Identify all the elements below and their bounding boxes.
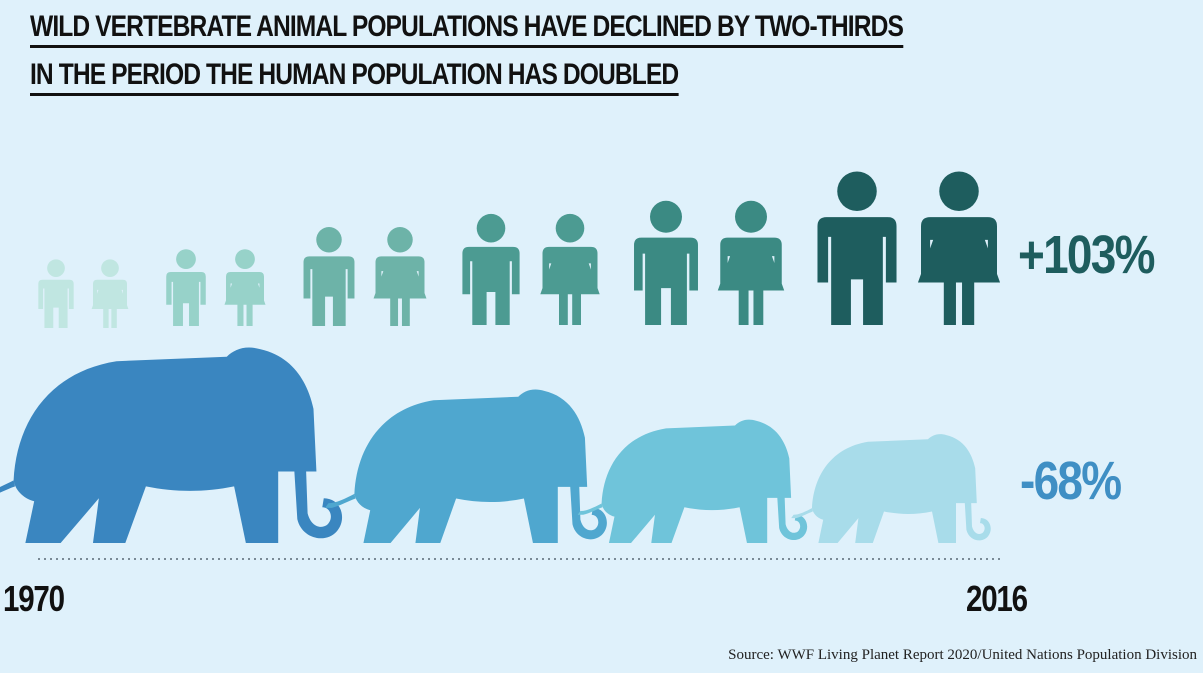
title-line-1: WILD VERTEBRATE ANIMAL POPULATIONS HAVE … [30,10,904,48]
woman-icon [540,213,600,325]
human-pair-5 [634,200,785,325]
man-icon [166,249,206,326]
title-line-2: IN THE PERIOD THE HUMAN POPULATION HAS D… [30,58,679,96]
human-pair-2 [166,249,266,326]
man-icon [817,171,897,325]
woman-icon [373,227,427,326]
human-pair-3 [303,227,427,326]
elephant-icon-1970 [0,347,343,543]
elephant-icon-3 [577,419,808,543]
woman-icon [917,171,1001,325]
elephant-icon-2016 [791,434,991,543]
man-icon [462,213,520,325]
man-icon [38,259,74,328]
year-end-label: 2016 [966,578,1028,619]
wildlife-population-change: -68% [1020,451,1122,511]
human-pair-2016 [817,171,1001,325]
woman-icon [91,259,129,328]
human-pair-1970 [38,259,129,328]
elephant-icon-2 [325,389,607,543]
human-population-change: +103% [1018,225,1155,285]
woman-icon [224,249,266,326]
woman-icon [717,200,785,325]
source-note: Source: WWF Living Planet Report 2020/Un… [728,647,1197,663]
man-icon [303,227,355,326]
year-start-label: 1970 [3,578,65,619]
man-icon [634,200,698,325]
human-pair-4 [462,213,600,325]
